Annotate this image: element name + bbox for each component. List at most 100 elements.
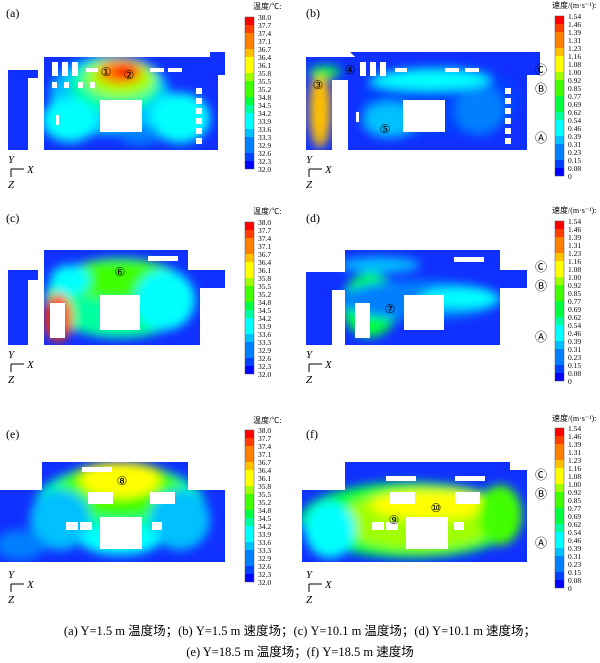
panel-d-obstacle-0: [454, 257, 484, 262]
panel-b-legend-swatch-9: [555, 88, 564, 96]
panel-f-legend-tick-8: 0.92: [568, 488, 581, 497]
panel-a-obstacle-6: [100, 100, 142, 132]
panel-f-legend-tick-5: 1.16: [568, 464, 581, 473]
panel-a-legend-tick-0: 38.0: [258, 13, 271, 22]
panel-b-legend-swatch-17: [555, 152, 564, 160]
panel-a-legend-swatch-9: [245, 89, 254, 97]
panel-b-legend-tick-16: 0.31: [568, 140, 581, 149]
panel-f-legend-tick-0: 1.54: [568, 424, 581, 433]
panel-c-obstacle-2: [100, 295, 140, 330]
panel-e-contour-5: [0, 530, 45, 560]
panel-a-legend-tick-3: 37.1: [258, 37, 271, 46]
panel-a-obstacle-8: [64, 82, 69, 88]
panel-a-obstacle-0: [52, 62, 58, 76]
panel-a-contour-5: [42, 98, 98, 142]
panel-b-legend-tick-12: 0.62: [568, 108, 581, 117]
panel-a-obstacle-9: [78, 82, 83, 88]
panel-e-legend-tick-0: 38.0: [258, 426, 271, 435]
panel-a-legend-tick-19: 32.0: [258, 165, 271, 174]
panel-c-axis-x: X: [26, 359, 35, 371]
panel-d-contour-3: [340, 257, 420, 273]
panel-d-legend-swatch-11: [555, 309, 564, 317]
panel-a-obstacle-3: [86, 68, 98, 72]
panel-a-obstacle-4: [150, 68, 164, 72]
panel-c-contour-5: [50, 265, 90, 295]
panel-e-legend-swatch-14: [245, 542, 254, 550]
panel-a-contour-6: [150, 93, 210, 143]
panel-b-zone-0: Ⓒ: [535, 63, 547, 77]
panel-b-contour-1: [309, 66, 341, 78]
panel-e-legend-swatch-16: [245, 558, 254, 566]
panel-c-legend-tick-4: 36.7: [258, 250, 271, 259]
panel-a: ① ②(a) 温度/℃:38.037.737.437.136.736.436.135…: [6, 1, 281, 191]
caption-line-1: (a) Y=1.5 m 温度场；(b) Y=1.5 m 速度场；(c) Y=10…: [63, 624, 537, 638]
panel-e-legend-frame: [244, 429, 255, 583]
panel-f-content: ⑨ ⑩ (f) 速度/(m·s⁻¹):1.541.461.391.311.231.16…: [302, 413, 596, 606]
panel-d-legend-swatch-9: [555, 293, 564, 301]
panel-d-axis-z: Z: [306, 374, 313, 386]
panel-a-obstacle-13: [196, 108, 202, 114]
panel-f-zone-1: Ⓑ: [535, 487, 547, 501]
panel-a-legend-swatch-10: [245, 97, 254, 105]
panel-f-axis-z: Z: [306, 594, 313, 606]
panel-b-obstacle-13: [356, 112, 359, 122]
panel-b-legend-swatch-14: [555, 128, 564, 136]
panel-a-legend-swatch-15: [245, 137, 254, 145]
panel-b: ③ ④ ⑤ (b) 速度/(m·s⁻¹): 1.541.461.391.311.231.1…: [306, 0, 596, 191]
panel-b-legend-swatch-6: [555, 64, 564, 72]
panel-c-legend-swatch-18: [245, 366, 254, 374]
panel-d-legend-tick-20: 0: [568, 377, 572, 386]
panel-b-legend-tick-7: 1.00: [568, 68, 581, 77]
panel-d-legend-swatch-18: [555, 365, 564, 373]
panel-f-legend-frame: [554, 427, 565, 589]
panel-b-legend-swatch-12: [555, 112, 564, 120]
panel-a-obstacle-17: [56, 115, 59, 125]
panel-b-obstacle-1: [370, 62, 376, 76]
panel-f-legend-tick-11: 0.69: [568, 512, 581, 521]
panel-e-legend-swatch-1: [245, 438, 254, 446]
panel-b-obstacle-7: [505, 88, 511, 94]
panel-d-zone-1: Ⓑ: [535, 279, 547, 293]
panel-f-legend-tick-1: 1.46: [568, 432, 581, 441]
panel-a-obstacle-16: [196, 138, 202, 144]
panel-f-legend-tick-4: 1.23: [568, 456, 581, 465]
panel-f-label: (f): [306, 427, 318, 441]
panel-b-obstacle-0: [360, 62, 366, 76]
panel-a-legend-tick-2: 37.4: [258, 29, 271, 38]
panel-a-obstacle-1: [62, 62, 68, 76]
panel-e-axis-y: Y: [8, 569, 16, 581]
panel-e-legend-swatch-5: [245, 470, 254, 478]
panel-b-field: [306, 52, 540, 150]
panel-d-legend-swatch-6: [555, 269, 564, 277]
panel-d-field: [306, 250, 527, 345]
panel-b-legend-swatch-2: [555, 32, 564, 40]
panel-a-axis-y: Y: [8, 154, 16, 166]
panel-c-content: ⑥(c) 温度/℃:38.037.737.437.136.736.436.135.…: [6, 206, 281, 386]
panel-f: ⑨ ⑩ (f) 速度/(m·s⁻¹):1.541.461.391.311.231.16…: [302, 413, 596, 606]
panel-e-legend-swatch-4: [245, 462, 254, 470]
panel-a-legend-tick-9: 35.2: [258, 85, 271, 94]
panel-b-legend-tick-3: 1.31: [568, 36, 581, 45]
panel-d-legend-frame: [554, 220, 565, 382]
panel-d-legend-tick-4: 1.23: [568, 249, 581, 258]
panel-c-legend-swatch-15: [245, 342, 254, 350]
panel-a-legend-title: 温度/℃:: [253, 1, 281, 11]
panel-d-legend-tick-17: 0.23: [568, 353, 581, 362]
panel-e-legend-swatch-11: [245, 518, 254, 526]
panel-f-legend-swatch-5: [555, 468, 564, 476]
panel-c-legend-swatch-9: [245, 294, 254, 302]
panel-a-legend-swatch-2: [245, 33, 254, 41]
panel-c-legend-tick-6: 36.1: [258, 266, 271, 275]
panel-e-obstacle-3: [100, 517, 142, 549]
panel-a-legend-tick-13: 33.9: [258, 117, 271, 126]
panel-d-legend-swatch-10: [555, 301, 564, 309]
panel-f-legend-swatch-19: [555, 580, 564, 588]
panel-e-legend-tick-11: 34.5: [258, 514, 271, 523]
panel-f-legend-swatch-2: [555, 444, 564, 452]
panel-b-legend-tick-5: 1.16: [568, 52, 581, 61]
panel-f-legend-tick-3: 1.31: [568, 448, 581, 457]
panel-f-legend-tick-6: 1.08: [568, 472, 581, 481]
panel-b-legend-swatch-18: [555, 160, 564, 168]
panel-d-legend-swatch-5: [555, 261, 564, 269]
panel-b-zone-2: Ⓐ: [535, 131, 547, 145]
